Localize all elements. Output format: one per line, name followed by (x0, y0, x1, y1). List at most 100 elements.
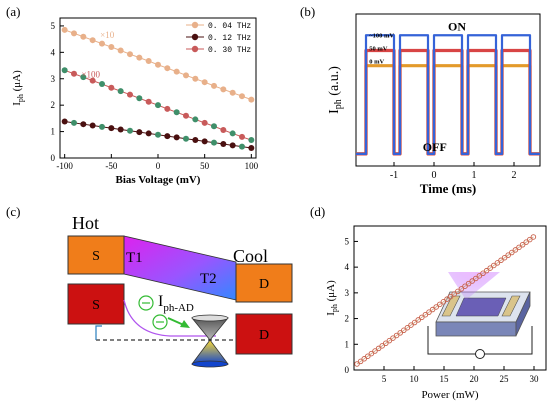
data-point-d (494, 260, 501, 266)
x-axis-label-d: Power (mW) (421, 389, 478, 401)
data-point-a (229, 142, 236, 149)
data-point-a (164, 65, 171, 72)
legend-a: 0. 04 THz 0. 12 THz 0. 30 THz (186, 21, 251, 55)
data-point-d (426, 309, 432, 315)
legend-label: 0. 30 THz (208, 46, 251, 55)
series-labels-b: ~100 mV 50 mV 0 mV (369, 32, 394, 65)
drain-label-bottom: D (259, 328, 269, 343)
data-point-d (455, 288, 461, 295)
y-tick-label-d: 1 (345, 339, 350, 349)
data-point-d (415, 317, 421, 323)
data-point-a (183, 135, 189, 142)
panel-b: (b) Iph (a.u.) -1 0 1 2 ~100 mV 50 mV 0 mV ON… (300, 4, 541, 196)
data-point-a (80, 121, 87, 128)
data-point-d (473, 275, 479, 282)
plot-frame-b (355, 13, 541, 167)
data-point-a (201, 79, 208, 86)
x-tick-label-a: 100 (245, 161, 259, 171)
data-point-a (229, 130, 236, 137)
data-point-a (89, 37, 96, 44)
data-point-d (357, 358, 364, 365)
data-point-a (89, 122, 96, 129)
source-label-bottom: S (92, 298, 100, 313)
annotation-x100: ×100 (81, 69, 100, 79)
ticks-d: 5 10 15 20 25 30 0 1 2 3 4 5 (345, 236, 540, 384)
data-point-a (239, 93, 245, 100)
data-point-d (433, 304, 439, 310)
y-tick-label-a: 5 (51, 21, 56, 31)
annotation-on: ON (448, 20, 466, 34)
legend-label: 0. 12 THz (208, 34, 251, 43)
data-point-d (444, 296, 450, 302)
x-tick-label-d: 20 (470, 374, 480, 384)
panel-label-c: (c) (6, 204, 20, 219)
annotation-off: OFF (423, 140, 447, 154)
data-point-d (451, 291, 457, 297)
data-point-a (220, 86, 227, 93)
data-point-a (127, 91, 133, 98)
channel-bar (123, 235, 237, 301)
label-t1: T1 (126, 250, 143, 266)
data-point-a (239, 143, 245, 150)
x-tick-label-b: -1 (390, 170, 398, 181)
data-point-a (155, 61, 161, 68)
data-point-d (383, 340, 389, 346)
x-tick-label-d: 25 (500, 374, 510, 384)
panel-label-a: (a) (6, 4, 20, 19)
data-point-a (117, 88, 124, 95)
x-axis-label-a: Bias Voltage (mV) (116, 174, 201, 186)
x-tick-label-b: 2 (512, 170, 517, 181)
trace-0 (356, 34, 540, 155)
y-axis-label-b: Iph (a.u.) (327, 66, 344, 114)
data-point-d (440, 299, 447, 305)
series-label-b: ~100 mV (369, 32, 394, 39)
data-point-a (201, 119, 208, 126)
data-point-a (192, 75, 199, 82)
meter-icon (475, 349, 485, 359)
data-point-d (512, 247, 519, 253)
x-tick-label-a: 0 (156, 161, 161, 171)
legend-marker (191, 33, 199, 41)
y-tick-label-a: 3 (51, 74, 56, 84)
data-point-a (229, 89, 236, 96)
data-point-a (99, 40, 105, 47)
data-point-a (71, 119, 77, 126)
data-point-a (71, 70, 77, 77)
band-edge-left (95, 325, 102, 340)
data-point-a (136, 54, 143, 61)
x-tick-label-d: 10 (410, 374, 420, 384)
data-point-d (354, 361, 360, 367)
y-tick-label-d: 5 (345, 236, 350, 246)
data-point-a (155, 102, 161, 109)
trace-2 (356, 64, 540, 156)
data-point-d (530, 234, 537, 240)
drain-electrode-top (235, 263, 293, 303)
y-axis-title: Iph (a.u.) (327, 66, 344, 114)
data-point-a (220, 127, 227, 133)
data-point-d (519, 242, 526, 248)
data-point-d (419, 314, 425, 321)
y-tick-label-a: 1 (51, 127, 56, 137)
data-point-d (516, 244, 522, 251)
x-axis-label-b: Time (ms) (420, 181, 476, 196)
data-point-d (408, 322, 414, 328)
current-label: Iph-AD (158, 293, 194, 314)
data-point-d (368, 350, 375, 357)
label-t2: T2 (200, 271, 217, 287)
data-point-a (173, 134, 180, 141)
data-point-a (183, 72, 189, 79)
data-point-a (211, 139, 217, 146)
data-point-d (411, 319, 418, 326)
x-tick-label-d: 15 (440, 374, 450, 384)
data-point-a (155, 131, 161, 138)
y-axis-label-d: Iph (μA) (325, 280, 339, 316)
data-point-d (393, 332, 400, 339)
data-point-d (422, 311, 429, 318)
data-point-a (239, 133, 245, 140)
y-axis-title: Iph (μA) (325, 280, 339, 316)
data-point-d (375, 345, 382, 352)
y-tick-label-a: 0 (51, 153, 56, 163)
electron-circle-2 (152, 314, 168, 330)
data-points-a (61, 26, 255, 151)
data-point-a (99, 81, 105, 88)
